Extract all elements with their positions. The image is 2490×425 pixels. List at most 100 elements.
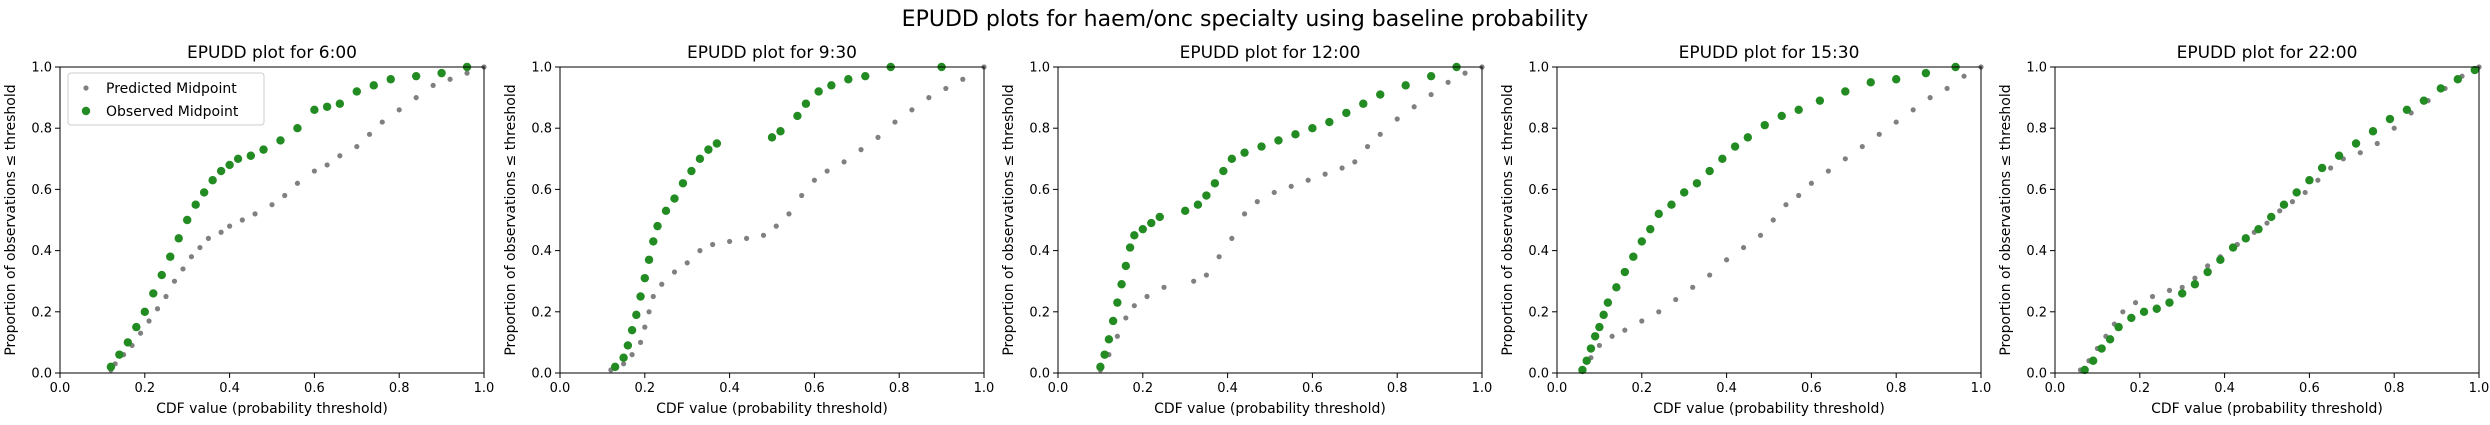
predicted-midpoint-point (337, 153, 343, 159)
observed-midpoint-point (115, 350, 124, 359)
predicted-midpoint-point (1796, 192, 1802, 199)
x-tick-label: 0.4 (719, 381, 740, 396)
observed-midpoint-point (2152, 304, 2161, 313)
y-tick-label: 0.0 (2026, 367, 2047, 382)
y-tick-label: 0.8 (531, 122, 552, 137)
observed-midpoint-point (2470, 65, 2479, 75)
predicted-midpoint-point (252, 211, 258, 217)
y-tick-label: 0.8 (1528, 122, 1549, 137)
observed-midpoint-point (661, 206, 671, 216)
observed-midpoint-point (2127, 313, 2136, 323)
observed-midpoint-point (352, 87, 361, 96)
observed-midpoint-point (1155, 212, 1164, 222)
observed-midpoint-point (2279, 200, 2289, 209)
observed-midpoint-point (1667, 200, 1676, 209)
x-tick-label: 1.0 (1472, 381, 1493, 396)
predicted-midpoint-point (1131, 303, 1137, 309)
observed-midpoint-point (610, 362, 620, 372)
predicted-midpoint-point (282, 192, 288, 199)
observed-midpoint-point (1646, 224, 1655, 234)
predicted-midpoint-point (909, 107, 915, 113)
predicted-midpoint-point (743, 235, 750, 241)
x-tick-label: 0.4 (1716, 381, 1737, 396)
y-tick-label: 0.6 (2026, 183, 2047, 198)
observed-midpoint-point (1692, 179, 1702, 188)
x-tick-label: 0.0 (1547, 381, 1568, 396)
x-tick-label: 0.4 (1217, 381, 1238, 396)
observed-midpoint-point (123, 338, 133, 347)
predicted-midpoint-point (2205, 263, 2211, 269)
observed-midpoint-point (1705, 166, 1714, 176)
predicted-midpoint-point (1596, 342, 1602, 349)
predicted-midpoint-point (2179, 284, 2185, 290)
observed-midpoint-point (1138, 224, 1148, 234)
observed-midpoint-point (2292, 188, 2301, 197)
x-tick-label: 0.8 (2384, 381, 2405, 396)
observed-midpoint-point (1342, 108, 1351, 118)
x-tick-label: 0.6 (2299, 381, 2320, 396)
predicted-midpoint-point (1352, 159, 1358, 165)
y-tick-label: 0.2 (1528, 305, 1549, 320)
y-tick-label: 0.6 (1528, 183, 1549, 198)
observed-midpoint-point (369, 81, 378, 90)
observed-midpoint-point (1291, 130, 1300, 139)
observed-midpoint-point (2178, 289, 2187, 298)
observed-midpoint-point (259, 145, 268, 154)
observed-midpoint-point (632, 310, 641, 320)
observed-midpoint-point (1760, 120, 1769, 130)
y-tick-label: 0.6 (31, 183, 52, 198)
x-tick-label: 0.0 (550, 381, 571, 396)
observed-midpoint-point (1599, 310, 1608, 320)
observed-midpoint-point (2305, 176, 2314, 185)
predicted-midpoint-point (637, 339, 644, 345)
observed-midpoint-point (1240, 148, 1249, 157)
predicted-midpoint-point (799, 192, 805, 199)
predicted-midpoint-point (294, 180, 301, 186)
predicted-midpoint-point (2166, 287, 2173, 293)
observed-midpoint-point (1117, 280, 1126, 289)
predicted-midpoint-point (137, 330, 144, 336)
predicted-midpoint-point (2120, 309, 2126, 315)
observed-midpoint-point (2139, 307, 2149, 316)
observed-midpoint-point (1121, 261, 1131, 271)
y-tick-label: 0.6 (531, 183, 552, 198)
predicted-midpoint-point (2149, 293, 2156, 300)
predicted-midpoint-point (659, 281, 665, 287)
x-tick-label: 0.8 (1387, 381, 1408, 396)
observed-midpoint-point (695, 154, 705, 163)
observed-midpoint-point (1718, 154, 1727, 163)
predicted-midpoint-point (1656, 309, 1662, 315)
observed-midpoint-point (1325, 117, 1334, 127)
predicted-midpoint-point (671, 269, 678, 275)
predicted-midpoint-point (1740, 244, 1747, 251)
predicted-midpoint-point (786, 211, 792, 217)
predicted-midpoint-point (1322, 171, 1328, 177)
x-tick-label: 0.8 (889, 381, 910, 396)
y-axis-label: Proportion of observations ≤ threshold (1998, 84, 2014, 355)
observed-midpoint-point (1401, 81, 1410, 90)
observed-midpoint-point (1193, 200, 1203, 209)
observed-midpoint-point (814, 87, 823, 96)
predicted-midpoint-point (1757, 232, 1764, 238)
predicted-midpoint-point (2289, 199, 2296, 205)
observed-midpoint-point (216, 166, 226, 176)
predicted-midpoint-point (163, 293, 169, 300)
x-tick-label: 0.2 (1631, 381, 1652, 396)
predicted-midpoint-point (2315, 177, 2321, 183)
x-tick-label: 1.0 (974, 381, 995, 396)
predicted-midpoint-point (366, 131, 373, 137)
axes-frame (59, 66, 485, 374)
observed-midpoint-point (322, 102, 332, 111)
predicted-midpoint-point (1271, 189, 1277, 196)
predicted-midpoint-point (650, 293, 656, 300)
observed-midpoint-point (246, 151, 255, 160)
observed-midpoint-point (1595, 322, 1604, 332)
predicted-midpoint-point (1114, 333, 1120, 339)
observed-midpoint-point (1257, 142, 1266, 151)
y-tick-label: 1.0 (1029, 61, 1050, 76)
observed-midpoint-point (293, 124, 302, 133)
observed-midpoint-point (233, 154, 243, 163)
y-tick-label: 0.0 (1029, 367, 1050, 382)
predicted-midpoint-point (2302, 189, 2308, 196)
